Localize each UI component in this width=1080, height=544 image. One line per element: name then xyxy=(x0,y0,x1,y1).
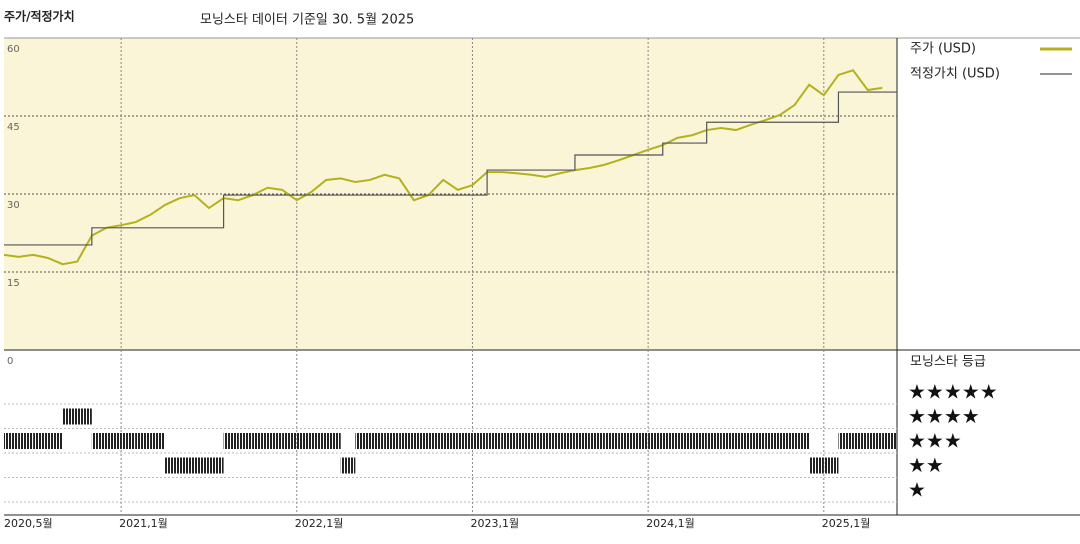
rating-level: ★★ xyxy=(908,453,944,477)
rating-mark xyxy=(472,433,488,449)
rating-mark xyxy=(106,433,122,449)
rating-mark xyxy=(457,433,473,449)
rating-mark xyxy=(545,433,561,449)
x-tick-label: 2024,1월 xyxy=(646,517,695,530)
rating-mark xyxy=(413,433,429,449)
rating-level: ★★★★ xyxy=(908,404,980,428)
rating-mark xyxy=(735,433,751,449)
rating-mark xyxy=(223,433,239,449)
rating-mark xyxy=(531,433,546,449)
y-tick-label: 0 xyxy=(7,356,13,367)
chart-subtitle: 모닝스타 데이터 기준일 30. 5월 2025 xyxy=(200,13,414,28)
rating-mark xyxy=(326,433,341,449)
x-tick-label: 2021,1월 xyxy=(119,517,168,530)
y-tick-label: 15 xyxy=(7,278,20,289)
rating-mark xyxy=(765,433,780,449)
rating-mark xyxy=(677,433,693,449)
rating-mark xyxy=(428,433,444,449)
y-tick-label: 60 xyxy=(7,44,20,55)
rating-level: ★★★ xyxy=(908,429,962,453)
x-tick-label: 2020,5월 xyxy=(4,517,53,530)
rating-mark xyxy=(135,433,151,449)
rating-mark xyxy=(560,433,575,449)
rating-mark xyxy=(516,433,532,449)
rating-mark xyxy=(633,433,649,449)
rating-panel xyxy=(4,350,897,515)
rating-mark xyxy=(4,433,19,449)
rating-level: ★ xyxy=(908,478,926,502)
rating-mark xyxy=(62,408,78,425)
rating-mark xyxy=(208,457,224,474)
rating-mark xyxy=(589,433,605,449)
rating-mark xyxy=(194,457,209,474)
rating-mark xyxy=(648,433,663,449)
rating-mark xyxy=(706,433,722,449)
rating-mark xyxy=(574,433,590,449)
rating-mark xyxy=(823,457,839,474)
rating-mark xyxy=(604,433,619,449)
rating-mark xyxy=(252,433,268,449)
series-line xyxy=(4,91,897,246)
series-line xyxy=(3,69,883,266)
rating-mark xyxy=(794,433,810,449)
rating-mark xyxy=(779,433,795,449)
rating-mark xyxy=(867,433,883,449)
legend-title: 모닝스타 등급 xyxy=(910,355,986,370)
y-tick-label: 45 xyxy=(7,122,20,133)
rating-mark xyxy=(282,433,297,449)
rating-mark xyxy=(853,433,868,449)
rating-mark xyxy=(165,457,180,474)
rating-mark xyxy=(77,408,92,425)
rating-mark xyxy=(33,433,48,449)
rating-mark xyxy=(18,433,34,449)
x-tick-label: 2022,1월 xyxy=(295,517,344,530)
x-tick-label: 2023,1월 xyxy=(470,517,519,530)
rating-mark xyxy=(311,433,327,449)
rating-mark xyxy=(809,457,824,474)
rating-level: ★★★★★ xyxy=(908,380,998,404)
rating-mark xyxy=(384,433,400,449)
rating-mark xyxy=(340,457,356,474)
rating-mark xyxy=(882,433,897,449)
rating-mark xyxy=(179,457,195,474)
legend-label: 적정가치 (USD) xyxy=(910,67,1000,82)
rating-mark xyxy=(501,433,517,449)
y-tick-label: 30 xyxy=(7,200,20,211)
rating-mark xyxy=(618,433,634,449)
rating-mark xyxy=(692,433,707,449)
rating-mark xyxy=(355,433,370,449)
rating-mark xyxy=(487,433,502,449)
rating-mark xyxy=(47,433,63,449)
rating-mark xyxy=(721,433,736,449)
chart-title: 주가/적정가치 xyxy=(4,9,75,24)
rating-mark xyxy=(443,433,458,449)
legend-label: 주가 (USD) xyxy=(910,42,976,57)
x-tick-label: 2025,1월 xyxy=(822,517,871,530)
rating-mark xyxy=(121,433,136,449)
rating-mark xyxy=(750,433,766,449)
rating-mark xyxy=(296,433,312,449)
rating-mark xyxy=(267,433,283,449)
rating-mark xyxy=(662,433,678,449)
rating-mark xyxy=(91,433,107,449)
rating-mark xyxy=(369,433,385,449)
rating-mark xyxy=(150,433,166,449)
rating-mark xyxy=(838,433,854,449)
rating-mark xyxy=(238,433,253,449)
rating-mark xyxy=(399,433,414,449)
